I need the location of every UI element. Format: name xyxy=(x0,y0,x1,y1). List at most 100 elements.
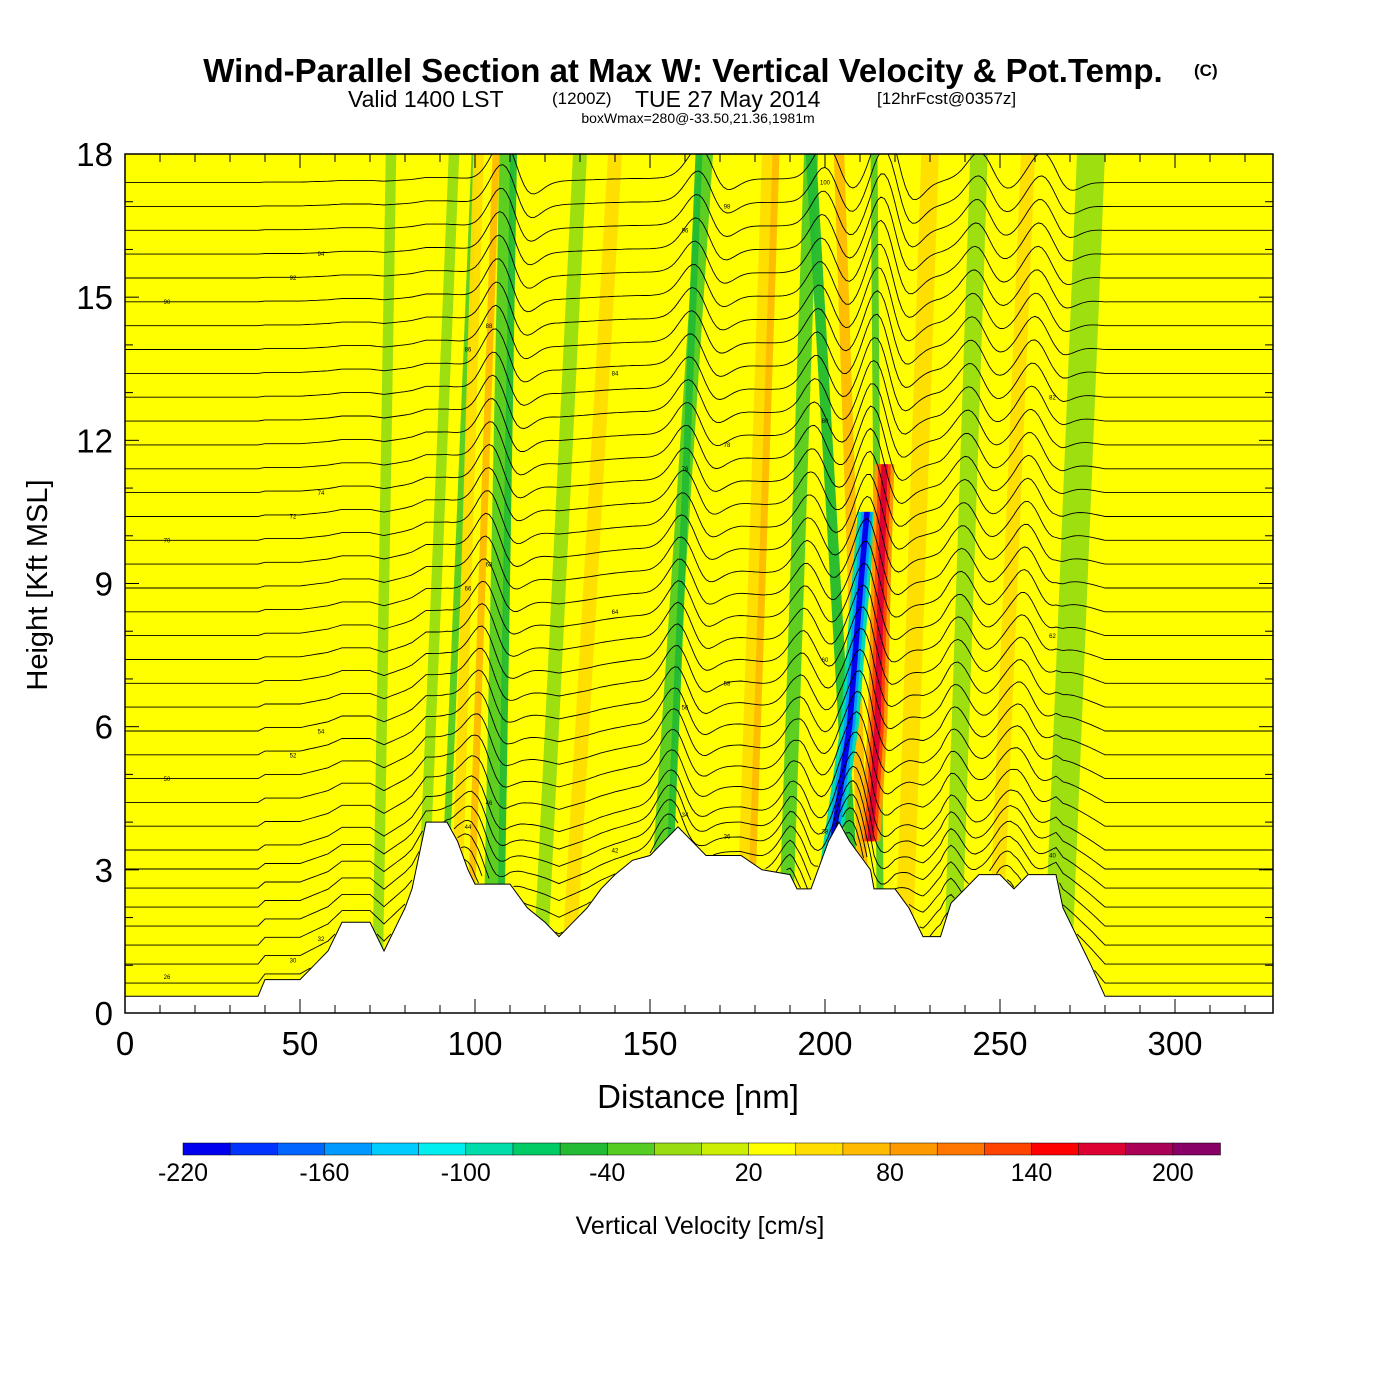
isentrope-label: 88 xyxy=(486,324,493,330)
isentrope-3 xyxy=(125,807,1273,927)
isentrope-label: 94 xyxy=(318,252,325,258)
isentrope-18 xyxy=(125,518,1273,596)
isentrope-label: 60 xyxy=(822,658,829,664)
colorbar-swatch xyxy=(654,1142,703,1156)
colorbar-tick-label: -220 xyxy=(158,1159,208,1187)
isentrope-label: 44 xyxy=(465,825,472,831)
isentrope-26 xyxy=(125,337,1273,412)
isentrope-7 xyxy=(125,751,1273,851)
colorbar: -220 -160 -100 -40 20 80 140 200 xyxy=(158,1142,1221,1187)
isentrope-label: 32 xyxy=(318,937,325,943)
y-axis-label: Height [Kft MSL] xyxy=(22,479,54,690)
valid-utc: (1200Z) xyxy=(552,89,612,108)
isentrope-label: 90 xyxy=(164,300,171,306)
x-tick-label: 0 xyxy=(116,1025,134,1062)
valid-date: TUE 27 May 2014 xyxy=(635,86,821,112)
isentrope-label: 96 xyxy=(682,228,689,234)
x-tick-label: 300 xyxy=(1147,1025,1202,1062)
velocity-band-4 xyxy=(464,154,500,1013)
isentrope-33 xyxy=(125,173,1273,248)
isentrope-15 xyxy=(125,584,1273,663)
x-tick-label: 150 xyxy=(622,1025,677,1062)
colorbar-swatch xyxy=(229,1142,279,1156)
velocity-band-17 xyxy=(893,154,939,1013)
x-tick-label: 250 xyxy=(972,1025,1027,1062)
isentrope-label: 42 xyxy=(612,849,619,855)
valid-time-line: Valid 1400 LST (1200Z) TUE 27 May 2014 [… xyxy=(348,86,1016,112)
isentrope-label: 62 xyxy=(1049,634,1056,640)
colorbar-tick-label: 20 xyxy=(735,1159,763,1187)
isentrope-30 xyxy=(125,243,1273,318)
colorbar-swatch xyxy=(936,1142,986,1156)
colorbar-swatch xyxy=(277,1142,326,1156)
velocity-band-0 xyxy=(371,154,397,1013)
title-mark: (C) xyxy=(1194,61,1218,80)
isentrope-28 xyxy=(125,290,1273,365)
isentrope-label: 76 xyxy=(682,467,689,473)
isentrope-16 xyxy=(125,562,1273,641)
isentrope-label: 30 xyxy=(290,959,297,965)
colorbar-swatch xyxy=(984,1142,1033,1156)
y-tick-label: 9 xyxy=(95,566,113,603)
isentrope-label: 34 xyxy=(682,813,689,819)
isentrope-6 xyxy=(125,765,1273,870)
forecast-info: [12hrFcst@0357z] xyxy=(877,89,1016,108)
chart-title: Wind-Parallel Section at Max W: Vertical… xyxy=(203,52,1162,89)
isentrope-34 xyxy=(125,154,1273,224)
isentrope-20 xyxy=(125,473,1273,550)
isentrope-35 xyxy=(125,154,1273,201)
downdraft-core xyxy=(825,511,870,870)
colorbar-tick-label: -160 xyxy=(299,1159,349,1187)
plot-area: 2630323436384042444650525456586062646668… xyxy=(125,154,1273,1013)
isentrope-24 xyxy=(125,383,1273,458)
isentrope-label: 68 xyxy=(486,562,493,568)
y-tick-label: 3 xyxy=(95,852,113,889)
isentrope-label: 52 xyxy=(290,753,297,759)
velocity-band-10 xyxy=(660,154,703,1013)
velocity-band-13 xyxy=(776,154,818,1013)
isentrope-5 xyxy=(125,779,1273,889)
colorbar-swatch xyxy=(1078,1142,1127,1156)
isentrope-label: 84 xyxy=(612,372,619,378)
isentrope-29 xyxy=(125,266,1273,342)
isentrope-31 xyxy=(125,219,1273,295)
isentrope-label: 64 xyxy=(612,610,619,616)
velocity-band-8 xyxy=(559,154,622,1013)
isentrope-label: 72 xyxy=(290,515,297,521)
colorbar-swatch xyxy=(889,1142,938,1156)
isentrope-label: 92 xyxy=(290,276,297,282)
y-tick-label: 15 xyxy=(76,279,113,316)
colorbar-swatch xyxy=(701,1142,750,1156)
velocity-band-12 xyxy=(744,154,780,1013)
isentrope-label: 50 xyxy=(164,777,171,783)
isentrope-1 xyxy=(125,832,1273,965)
x-tick-label: 200 xyxy=(797,1025,852,1062)
isentrope-27 xyxy=(125,313,1273,388)
colorbar-tick-label: -40 xyxy=(589,1159,625,1187)
velocity-band-14 xyxy=(805,154,866,1013)
isentrope-label: 78 xyxy=(724,443,731,449)
colorbar-swatch xyxy=(465,1142,514,1156)
x-axis-label: Distance [nm] xyxy=(597,1078,799,1115)
isentrope-2 xyxy=(125,819,1273,946)
x-axis-ticks: 0 50 100 150 200 250 300 xyxy=(116,154,1246,1062)
isentrope-14 xyxy=(125,606,1273,685)
isentrope-label: 80 xyxy=(822,419,829,425)
isentrope-0 xyxy=(125,912,1273,984)
velocity-bands xyxy=(371,154,1105,1013)
colorbar-swatch xyxy=(1172,1142,1221,1156)
colorbar-swatch xyxy=(842,1142,891,1156)
isentrope-17 xyxy=(125,540,1273,618)
colorbar-swatch xyxy=(324,1142,373,1156)
isentrope-12 xyxy=(125,648,1273,732)
colorbar-swatch xyxy=(559,1142,608,1156)
colorbar-tick-label: -100 xyxy=(441,1159,491,1187)
colorbar-swatch xyxy=(371,1142,420,1156)
isentrope-21 xyxy=(125,450,1273,527)
isentrope-9 xyxy=(125,711,1273,803)
isentrope-10 xyxy=(125,691,1273,780)
valid-prefix: Valid 1400 LST xyxy=(348,86,504,112)
colorbar-tick-label: 200 xyxy=(1152,1159,1194,1187)
colorbar-tick-label: 80 xyxy=(876,1159,904,1187)
box-info: boxWmax=280@-33.50,21.36,1981m xyxy=(581,110,814,126)
